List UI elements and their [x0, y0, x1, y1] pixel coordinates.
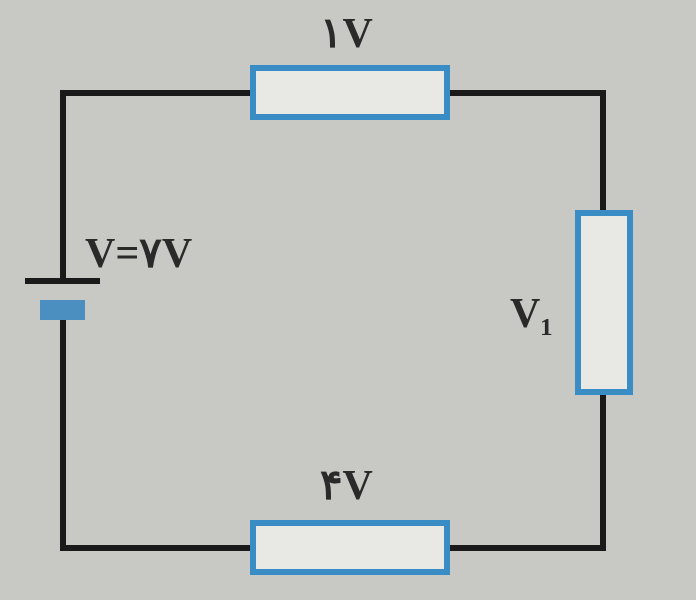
battery-short-plate: [40, 300, 85, 320]
resistor-top: [250, 65, 450, 120]
label-bottom-resistor: ۴V: [320, 460, 373, 510]
wire-bottom-right: [445, 545, 606, 551]
wire-right-bottom: [600, 390, 606, 550]
battery-long-plate: [25, 278, 100, 284]
wire-left-top: [60, 90, 66, 280]
wire-right-top: [600, 90, 606, 215]
label-top-resistor: ١V: [320, 8, 373, 58]
resistor-bottom: [250, 520, 450, 575]
resistor-right: [575, 210, 633, 395]
wire-top-left: [60, 90, 255, 96]
wire-left-bottom: [60, 320, 66, 550]
label-source: V=٧V: [85, 228, 192, 278]
circuit-diagram: V=٧V ١V V₁ ۴V: [0, 0, 696, 600]
wire-top-right: [445, 90, 605, 96]
wire-bottom-left: [60, 545, 255, 551]
label-right-resistor: V₁: [510, 290, 553, 338]
